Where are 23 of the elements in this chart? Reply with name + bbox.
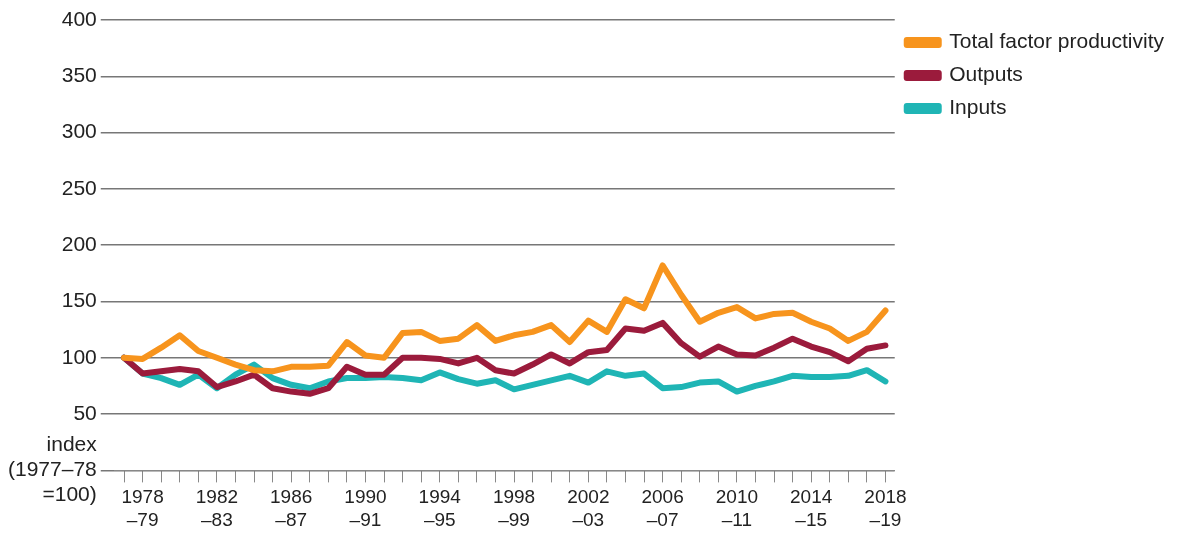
y-tick-label: 200 xyxy=(61,232,97,255)
y-tick-label: 100 xyxy=(61,344,97,368)
x-tick-label: 1990 –91 xyxy=(344,486,387,530)
x-tick-label: 2010 –11 xyxy=(715,486,759,530)
x-tick-label: 2006 –07 xyxy=(641,486,684,530)
y-tick-label: 150 xyxy=(61,288,97,312)
x-tick-label: 1994 –95 xyxy=(418,486,462,530)
y-tick-label: index (1977–78 =100) xyxy=(8,432,98,506)
y-tick-label: 300 xyxy=(61,119,97,143)
x-tick-label: 1978 –79 xyxy=(121,486,164,530)
y-tick-label: 50 xyxy=(73,400,97,424)
legend-label: Outputs xyxy=(949,62,1023,86)
x-tick-label: 2018 –19 xyxy=(864,486,907,530)
legend-label: Inputs xyxy=(949,95,1007,119)
x-tick-label: 2014 –15 xyxy=(790,486,833,530)
y-tick-label: 350 xyxy=(61,63,97,87)
x-tick-label: 1998 –99 xyxy=(492,486,536,530)
y-tick-label: 400 xyxy=(61,6,97,30)
x-tick-label: 1986 –87 xyxy=(270,486,313,530)
x-tick-label: 1982 –83 xyxy=(195,486,239,530)
y-tick-label: 250 xyxy=(61,175,97,199)
legend-label: Total factor productivity xyxy=(949,29,1165,53)
x-tick-label: 2002 –03 xyxy=(567,486,610,530)
